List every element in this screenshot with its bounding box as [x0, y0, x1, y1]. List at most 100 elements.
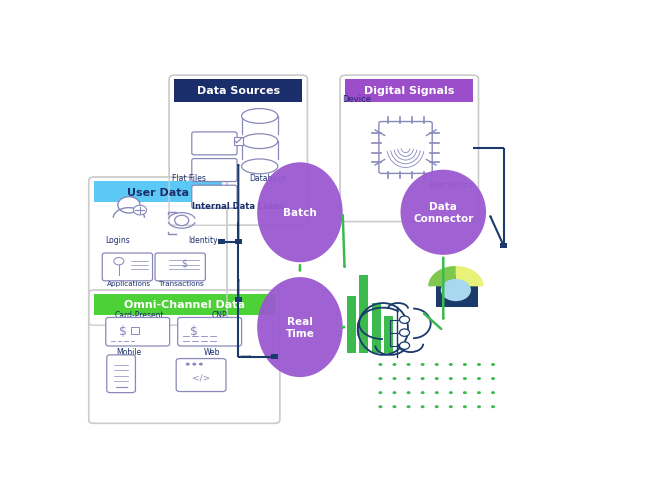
Circle shape	[449, 377, 453, 380]
Text: Flat Files: Flat Files	[173, 174, 206, 183]
Text: $: $	[190, 324, 199, 337]
Circle shape	[421, 363, 424, 366]
Circle shape	[463, 377, 467, 380]
Bar	[132, 327, 140, 334]
Circle shape	[435, 363, 439, 366]
Circle shape	[378, 377, 382, 380]
Circle shape	[400, 316, 410, 324]
Circle shape	[406, 391, 411, 394]
Text: Data Sources: Data Sources	[197, 86, 280, 96]
Circle shape	[378, 363, 382, 366]
FancyBboxPatch shape	[379, 122, 432, 174]
Circle shape	[463, 406, 467, 408]
Circle shape	[491, 363, 495, 366]
Bar	[271, 354, 278, 360]
Text: $: $	[181, 258, 188, 268]
FancyBboxPatch shape	[169, 76, 308, 226]
Circle shape	[449, 391, 453, 394]
Bar	[384, 316, 393, 353]
Polygon shape	[456, 266, 484, 287]
Text: Applications: Applications	[107, 281, 151, 287]
Circle shape	[421, 391, 424, 394]
Circle shape	[186, 363, 190, 366]
FancyBboxPatch shape	[340, 76, 478, 222]
Text: Omni-Channel Data: Omni-Channel Data	[124, 300, 245, 310]
Bar	[345, 80, 474, 103]
Circle shape	[449, 363, 453, 366]
Circle shape	[118, 197, 140, 214]
Circle shape	[421, 406, 424, 408]
Circle shape	[378, 406, 382, 408]
Circle shape	[491, 406, 495, 408]
Text: $: $	[119, 324, 127, 337]
Circle shape	[199, 363, 203, 366]
Bar	[372, 303, 381, 353]
Ellipse shape	[257, 277, 343, 377]
FancyBboxPatch shape	[192, 159, 237, 182]
Text: Transactions: Transactions	[160, 281, 204, 287]
Circle shape	[406, 406, 411, 408]
Circle shape	[134, 206, 147, 216]
FancyBboxPatch shape	[103, 253, 153, 281]
Circle shape	[491, 391, 495, 394]
FancyBboxPatch shape	[192, 132, 237, 156]
Circle shape	[400, 342, 410, 349]
FancyBboxPatch shape	[106, 318, 169, 346]
Text: </>: </>	[191, 373, 210, 382]
Text: Device: Device	[342, 95, 371, 104]
Text: User Data: User Data	[127, 187, 189, 197]
Circle shape	[435, 391, 439, 394]
Bar	[174, 80, 302, 103]
FancyBboxPatch shape	[176, 359, 226, 392]
Bar	[500, 243, 507, 249]
Circle shape	[435, 406, 439, 408]
Text: Batch: Batch	[283, 208, 317, 218]
Bar	[360, 276, 369, 353]
Text: Data
Connector: Data Connector	[413, 202, 474, 224]
FancyBboxPatch shape	[178, 318, 241, 346]
Circle shape	[463, 391, 467, 394]
Text: Internal Data Lakes: Internal Data Lakes	[192, 202, 285, 211]
Circle shape	[393, 363, 397, 366]
Circle shape	[192, 363, 196, 366]
Circle shape	[477, 363, 481, 366]
Bar	[347, 296, 356, 353]
Circle shape	[175, 216, 189, 226]
Bar	[219, 240, 225, 245]
FancyBboxPatch shape	[89, 290, 280, 423]
Circle shape	[406, 363, 411, 366]
Text: Logins: Logins	[105, 235, 130, 244]
FancyBboxPatch shape	[89, 178, 227, 325]
Text: Database: Database	[249, 174, 286, 183]
Bar	[235, 297, 242, 302]
Text: Mobile: Mobile	[116, 347, 141, 356]
Circle shape	[114, 258, 124, 265]
Circle shape	[441, 279, 471, 301]
FancyBboxPatch shape	[192, 186, 237, 209]
Circle shape	[421, 377, 424, 380]
Circle shape	[378, 391, 382, 394]
Circle shape	[449, 406, 453, 408]
Polygon shape	[428, 266, 456, 287]
Text: Real
Time: Real Time	[286, 317, 314, 338]
Text: CNP: CNP	[212, 310, 227, 319]
Circle shape	[477, 377, 481, 380]
Circle shape	[477, 391, 481, 394]
Ellipse shape	[400, 170, 486, 255]
Bar	[234, 137, 243, 145]
Text: Digital Signals: Digital Signals	[364, 86, 454, 96]
Text: Identity: Identity	[189, 235, 218, 244]
Circle shape	[463, 363, 467, 366]
Ellipse shape	[241, 109, 278, 124]
Text: Card-Present: Card-Present	[114, 310, 164, 319]
Circle shape	[393, 391, 397, 394]
Bar	[93, 181, 222, 203]
Text: Biometrics: Biometrics	[428, 180, 473, 190]
Circle shape	[491, 377, 495, 380]
Circle shape	[406, 377, 411, 380]
Circle shape	[477, 406, 481, 408]
Text: Web: Web	[204, 347, 220, 356]
Ellipse shape	[241, 160, 278, 174]
Circle shape	[435, 377, 439, 380]
Ellipse shape	[241, 134, 278, 149]
